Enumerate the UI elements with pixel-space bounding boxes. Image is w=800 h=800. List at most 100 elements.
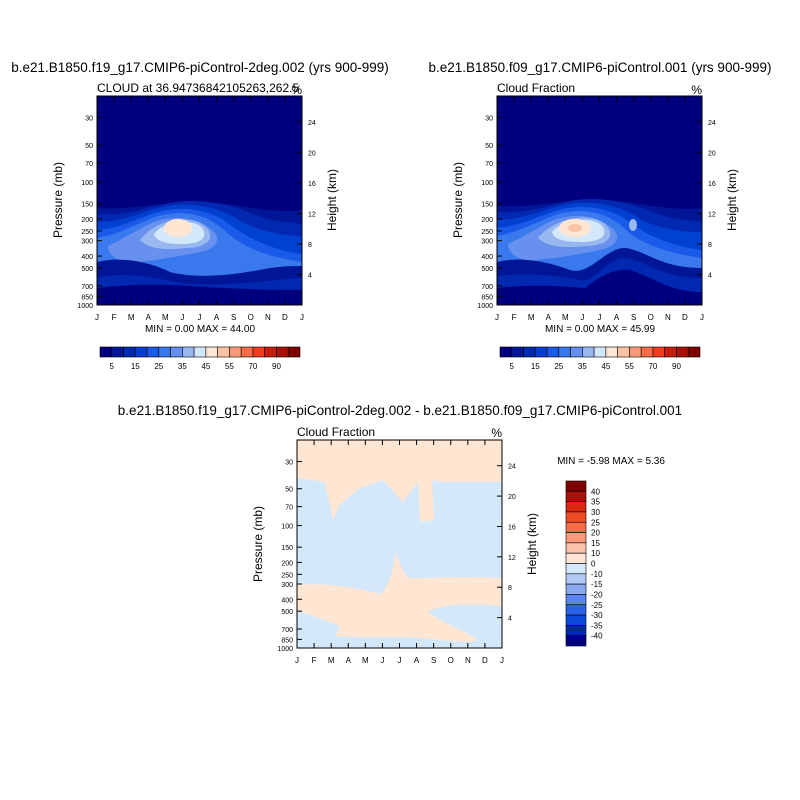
panel-3-ytick-label: 400 [281, 597, 293, 604]
panel-1-xtick-label: D [282, 313, 288, 322]
panel-3-colorbar-swatch [565, 635, 587, 647]
panel-3-colorbar-swatch [565, 501, 587, 513]
panel-3-xtick-label: M [362, 656, 369, 665]
panel-2-colorbar-swatch [664, 346, 677, 358]
panel-2-title: b.e21.B1850.f09_g17.CMIP6-piControl.001 … [429, 60, 772, 75]
panel-1-ytick-label: 200 [81, 217, 93, 224]
panel-1-ytick-label: 30 [85, 116, 93, 123]
panel-1-colorbar-swatch [158, 346, 171, 358]
panel-1-colorbar-swatch [264, 346, 277, 358]
panel-1-xtick-label: J [300, 313, 304, 322]
panel-2-colorbar-swatch [652, 346, 666, 358]
panel-1-xtick-label: N [265, 313, 271, 322]
panel-2-xtick-label: J [598, 313, 602, 322]
panel-2-axes: J F M A M J J A S O N D J 30 50 70 100 150 200 250 300 400 500… [477, 96, 716, 322]
panel-3-xtick-label: A [414, 656, 420, 665]
panel-1-colorbar-swatch [134, 346, 148, 358]
panel-2-colorbar-swatch [570, 346, 583, 358]
panel-3-colorbar-swatch [565, 614, 587, 626]
panel-3-y2tick-label: 8 [508, 585, 512, 592]
panel-3-ytick-label: 30 [285, 460, 293, 467]
panel-1-ytick-label: 70 [85, 161, 93, 168]
panel-3-xtick-label: J [500, 656, 504, 665]
panel-2-colorbar-label: 5 [510, 362, 515, 371]
panel-3-colorbar-swatch [565, 542, 587, 554]
panel-1-ytick-label: 50 [85, 143, 93, 150]
panel-3: b.e21.B1850.f19_g17.CMIP6-piControl-2deg… [118, 403, 682, 665]
panel-3-xtick-label: F [312, 656, 317, 665]
panel-3-xtick-label: D [482, 656, 488, 665]
panel-1-colorbar-label: 5 [110, 362, 115, 371]
panel-2-colorbar-swatch [523, 346, 536, 358]
panel-1-xtick-label: A [146, 313, 152, 322]
panel-3-xtick-label: S [431, 656, 436, 665]
panel-2-ytick-label: 400 [481, 254, 493, 261]
panel-1-colorbar-swatch [99, 346, 113, 358]
panel-2-y2tick-label: 8 [708, 242, 712, 249]
panel-3-ytick-label: 850 [281, 637, 293, 644]
panel-3-colorbar-label: 10 [591, 549, 600, 558]
panel-3-colorbar-label: -10 [591, 570, 603, 579]
panel-1-colorbar-swatch [123, 346, 136, 358]
panel-3-ytick-label: 100 [281, 524, 293, 531]
panel-1-colorbar-label: 45 [201, 362, 210, 371]
panel-2-colorbar-label: 35 [578, 362, 587, 371]
panel-3-colorbar-swatch [565, 604, 587, 616]
panel-2-y2tick-label: 16 [708, 181, 716, 188]
panel-2-stats: MIN = 0.00 MAX = 45.99 [545, 324, 655, 335]
panel-1-colorbar-swatch [217, 346, 230, 358]
panel-2-colorbar-swatch [617, 346, 630, 358]
panel-1-ytick-label: 100 [81, 180, 93, 187]
panel-3-colorbar-swatch [565, 573, 587, 585]
panel-2-subtitle-left: Cloud Fraction [497, 81, 575, 95]
panel-1-title: b.e21.B1850.f19_g17.CMIP6-piControl-2deg… [11, 60, 389, 75]
panel-2-colorbar-swatch [546, 346, 560, 358]
panel-2-colorbar-label: 45 [601, 362, 610, 371]
panel-1-xtick-label: S [231, 313, 236, 322]
panel-3-ytick-label: 500 [281, 609, 293, 616]
panel-2-ytick-label: 1000 [477, 303, 493, 310]
panel-3-xtick-label: M [328, 656, 335, 665]
panel-3-colorbar-swatch [565, 625, 587, 636]
panel-1-xtick-label: F [112, 313, 117, 322]
panel-1-colorbar-label: 25 [154, 362, 163, 371]
panel-3-colorbar-label: 30 [591, 508, 600, 517]
panel-1-colorbar-swatch [146, 346, 160, 358]
panel-3-colorbar-swatch [565, 511, 587, 523]
panel-2-colorbar-label: 90 [672, 362, 681, 371]
panel-1-colorbar-label: 15 [131, 362, 140, 371]
panel-1-xtick-label: A [214, 313, 220, 322]
panel-1-y2tick-label: 8 [308, 242, 312, 249]
panel-2-ytick-label: 250 [481, 229, 493, 236]
panel-3-colorbar-label: 40 [591, 487, 600, 496]
panel-2-y2tick-label: 12 [708, 211, 716, 218]
panel-2-xtick-label: M [528, 313, 535, 322]
panel-3-colorbar-swatch [565, 552, 587, 564]
panel-3-colorbar-label: -40 [591, 632, 603, 641]
panel-1-y2tick-label: 4 [308, 272, 312, 279]
panel-1-xtick-label: J [180, 313, 184, 322]
panel-2-subtitle-right: % [691, 83, 702, 97]
panel-3-ytick-label: 50 [285, 487, 293, 494]
panel-1-subtitle-right: % [291, 83, 302, 97]
panel-2-xtick-label: J [580, 313, 584, 322]
panel-3-colorbar-swatch [565, 491, 587, 502]
panel-3-ytick-label: 250 [281, 572, 293, 579]
panel-1-ytick-label: 150 [81, 202, 93, 209]
panel-2: b.e21.B1850.f09_g17.CMIP6-piControl.001 … [429, 60, 772, 371]
panel-1-y2tick-label: 24 [308, 120, 316, 127]
panel-2-ytick-label: 700 [481, 284, 493, 291]
panel-3-xtick-label: A [346, 656, 352, 665]
panel-2-ytick-label: 150 [481, 202, 493, 209]
panel-1-ytick-label: 850 [81, 294, 93, 301]
panel-1-xtick-label: O [248, 313, 254, 322]
panel-2-xtick-label: O [648, 313, 654, 322]
panel-3-y2tick-label: 12 [508, 555, 516, 562]
panel-2-ytick-label: 50 [485, 143, 493, 150]
panel-1-stats: MIN = 0.00 MAX = 44.00 [145, 324, 255, 335]
panel-1-colorbar-swatch [182, 346, 195, 358]
panel-3-axes: J F M A M J J A S O N D J 30 50 70 100 150 200 250 300 400 500… [277, 440, 516, 665]
panel-2-colorbar-swatch [582, 346, 595, 358]
panel-3-y2tick-label: 4 [508, 616, 512, 623]
